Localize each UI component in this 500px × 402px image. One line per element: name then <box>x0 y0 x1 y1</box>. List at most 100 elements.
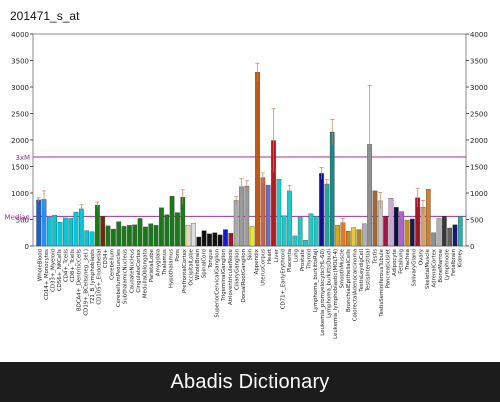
bar-1 <box>36 199 42 247</box>
y-tick-label-right: 2000 <box>470 137 488 145</box>
x-tick-label: CiliaryGanglion <box>234 249 240 290</box>
bar-70 <box>404 219 410 247</box>
y-tick-label-right: 0 <box>470 243 474 251</box>
bar-47 <box>281 215 287 247</box>
bar-80 <box>457 216 463 247</box>
x-tick-labels-layer: WholeBlood CD14+_Monocytes CD33+_Myeloid CD… <box>37 248 463 339</box>
bar-51 <box>303 240 308 247</box>
x-tick-label: TestisLeydigCell <box>359 249 365 293</box>
x-tick-label: Lymphoma_burkittsRaji <box>313 249 319 312</box>
x-tick-label: ColorectalAdenocarcinoma <box>353 249 359 321</box>
bar-48 <box>287 190 292 247</box>
bar-54 <box>319 173 324 247</box>
x-tick-label: PrefrontalCortex <box>182 248 188 293</box>
bars-layer <box>36 62 463 247</box>
bar-21 <box>143 226 148 247</box>
x-tick-label: Trachea <box>405 249 411 271</box>
reference-lines-layer: 3xM Median <box>5 154 466 221</box>
x-tick-label: Thalamus <box>162 249 168 276</box>
x-tick-label: 721_B_lymphoblasts <box>90 249 96 305</box>
bar-15 <box>111 228 116 247</box>
x-tick-label: ParietalLobe <box>149 248 155 282</box>
x-tick-label: TestisSeminiferousTubule <box>379 248 385 317</box>
x-tick-label: DorsalRootGanglion <box>241 249 247 303</box>
x-tick-label: Appendix <box>254 248 260 274</box>
x-tick-label: CD33+_Myeloid <box>50 249 56 292</box>
y-tick-label-right: 1500 <box>470 164 488 172</box>
bar-3 <box>47 217 52 247</box>
bar-24 <box>159 207 164 247</box>
x-tick-label: Liver <box>274 248 280 262</box>
bar-38 <box>233 200 239 247</box>
bar-61 <box>356 229 362 247</box>
x-tick-label: Heart <box>267 249 273 264</box>
x-tick-label: Adipocyte <box>392 248 398 275</box>
x-tick-label: TrigeminalGanglion <box>221 249 227 302</box>
x-tick-label: Ovary <box>418 248 424 265</box>
y-tick-label-right: 500 <box>470 217 483 225</box>
x-tick-label: CD19+_BCells(neg._sel.) <box>83 249 89 316</box>
bar-50 <box>297 217 303 247</box>
x-tick-label: BoneMarrow <box>438 248 444 282</box>
x-tick-label: SpinalCord <box>202 249 208 278</box>
bar-34 <box>212 232 218 247</box>
x-tick-label: CaudateNucleus <box>129 249 135 293</box>
x-tick-label: Lymphnode <box>445 248 451 280</box>
bar-64 <box>372 190 378 247</box>
bar-43 <box>260 177 266 247</box>
bar-25 <box>164 214 170 247</box>
y-tick-label-right: 4000 <box>470 31 488 39</box>
bar-42 <box>255 72 260 247</box>
x-tick-label: Thyroid <box>307 249 313 270</box>
x-tick-label: Pons <box>175 249 181 262</box>
bar-78 <box>447 227 452 247</box>
bar-76 <box>436 218 442 247</box>
x-tick-label: Lung <box>294 249 300 262</box>
x-tick-label: SmoothMuscle <box>340 248 346 288</box>
x-tick-label: MedullaOblongata <box>142 249 148 298</box>
y-tick-label-left: 0 <box>25 243 29 251</box>
x-tick-label: WholeBrain <box>195 249 201 280</box>
bar-46 <box>276 179 282 247</box>
y-tick-label-left: 4000 <box>11 31 29 39</box>
x-tick-label: CD4+_Tcells <box>64 249 70 282</box>
bar-55 <box>324 183 330 247</box>
y-tick-label-left: 1500 <box>11 164 29 172</box>
bar-57 <box>335 225 340 247</box>
x-tick-label: Tongue <box>208 248 214 269</box>
y-tick-label-right: 1000 <box>470 190 488 198</box>
chart-title: 201471_s_at <box>10 9 80 23</box>
bar-74 <box>425 189 431 247</box>
bar-49 <box>292 235 298 247</box>
bar-17 <box>121 226 127 247</box>
x-tick-label: WholeBlood <box>37 249 43 281</box>
expression-bar-chart: 201471_s_at 0 0 500 500 1000 1000 1500 1500 2000… <box>5 9 488 339</box>
x-tick-label: Prostate <box>300 248 306 271</box>
x-tick-label: Kidney <box>458 248 464 267</box>
bar-26 <box>169 196 175 247</box>
x-tick-label: SubthalamicNucleus <box>123 249 129 304</box>
bar-11 <box>89 231 95 247</box>
x-tick-label: Leukemia_lymphoblastic(MOLT-4) <box>333 249 339 339</box>
y-tick-label-left: 3000 <box>11 84 29 92</box>
bar-16 <box>116 221 122 247</box>
x-tick-label: Leukemia_promyelocytic(HL-60) <box>320 249 326 336</box>
bar-37 <box>228 233 234 247</box>
bar-19 <box>132 224 138 247</box>
bar-27 <box>175 212 180 247</box>
bar-13 <box>100 216 106 247</box>
x-tick-label: CD14+_Monocytes <box>44 249 50 300</box>
x-tick-label: SkeletalMuscle <box>425 248 431 289</box>
bar-59 <box>345 231 351 247</box>
bar-75 <box>431 232 436 247</box>
x-tick-label: AdrenalCortex <box>431 248 437 287</box>
x-tick-label: Fetalbrain <box>451 249 457 276</box>
y-tick-label-right: 3000 <box>470 84 488 92</box>
bar-40 <box>244 185 250 247</box>
bar-8 <box>73 211 79 247</box>
bar-52 <box>308 213 314 247</box>
y-tick-label-left: 3500 <box>11 58 29 66</box>
x-tick-label: BronchialEpithelialCells <box>346 249 352 312</box>
bar-62 <box>361 223 367 247</box>
bar-44 <box>265 184 271 247</box>
